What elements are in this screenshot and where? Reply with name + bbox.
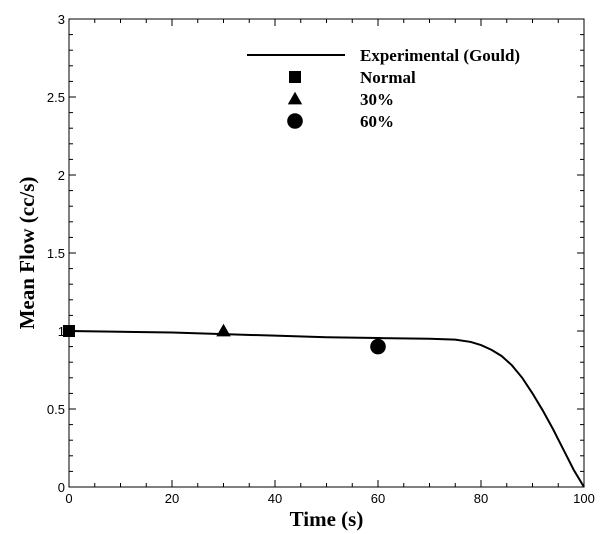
data-point-circle [370,338,386,355]
x-tick-label: 60 [371,491,385,506]
y-axis-title: Mean Flow (cc/s) [15,177,39,330]
legend-marker-circle [287,113,303,129]
legend-marker-square [289,71,301,83]
x-tick-label: 20 [165,491,179,506]
data-point-square [63,325,75,337]
series-line-experimental [68,330,585,488]
x-tick-label: 80 [474,491,488,506]
y-tick-label: 2.5 [47,90,65,105]
ticks [68,18,585,488]
x-tick-label: 100 [573,491,595,506]
legend: Experimental (Gould) Normal 30% 60% [247,46,520,131]
y-tick-label: 1 [58,324,65,339]
x-axis-title: Time (s) [290,507,364,531]
y-tick-label: 2 [58,168,65,183]
legend-marker-triangle [287,91,303,105]
legend-entry-label: Normal [360,68,416,87]
plot-frame [68,18,585,488]
legend-entry-label: 60% [360,112,394,131]
y-tick-label: 0.5 [47,402,65,417]
x-tick-label: 40 [268,491,282,506]
legend-entry-label: 30% [360,90,394,109]
y-tick-label: 0 [58,480,65,495]
x-tick-label: 0 [65,491,72,506]
legend-entry-label: Experimental (Gould) [360,46,520,65]
data-point-triangle [216,323,231,337]
y-tick-label: 3 [58,12,65,27]
series-layer [63,323,585,488]
tick-labels: 0 20 40 60 80 100 0 0.5 1 1.5 2 2.5 3 [47,12,595,506]
y-tick-label: 1.5 [47,246,65,261]
plot-border [68,18,585,488]
